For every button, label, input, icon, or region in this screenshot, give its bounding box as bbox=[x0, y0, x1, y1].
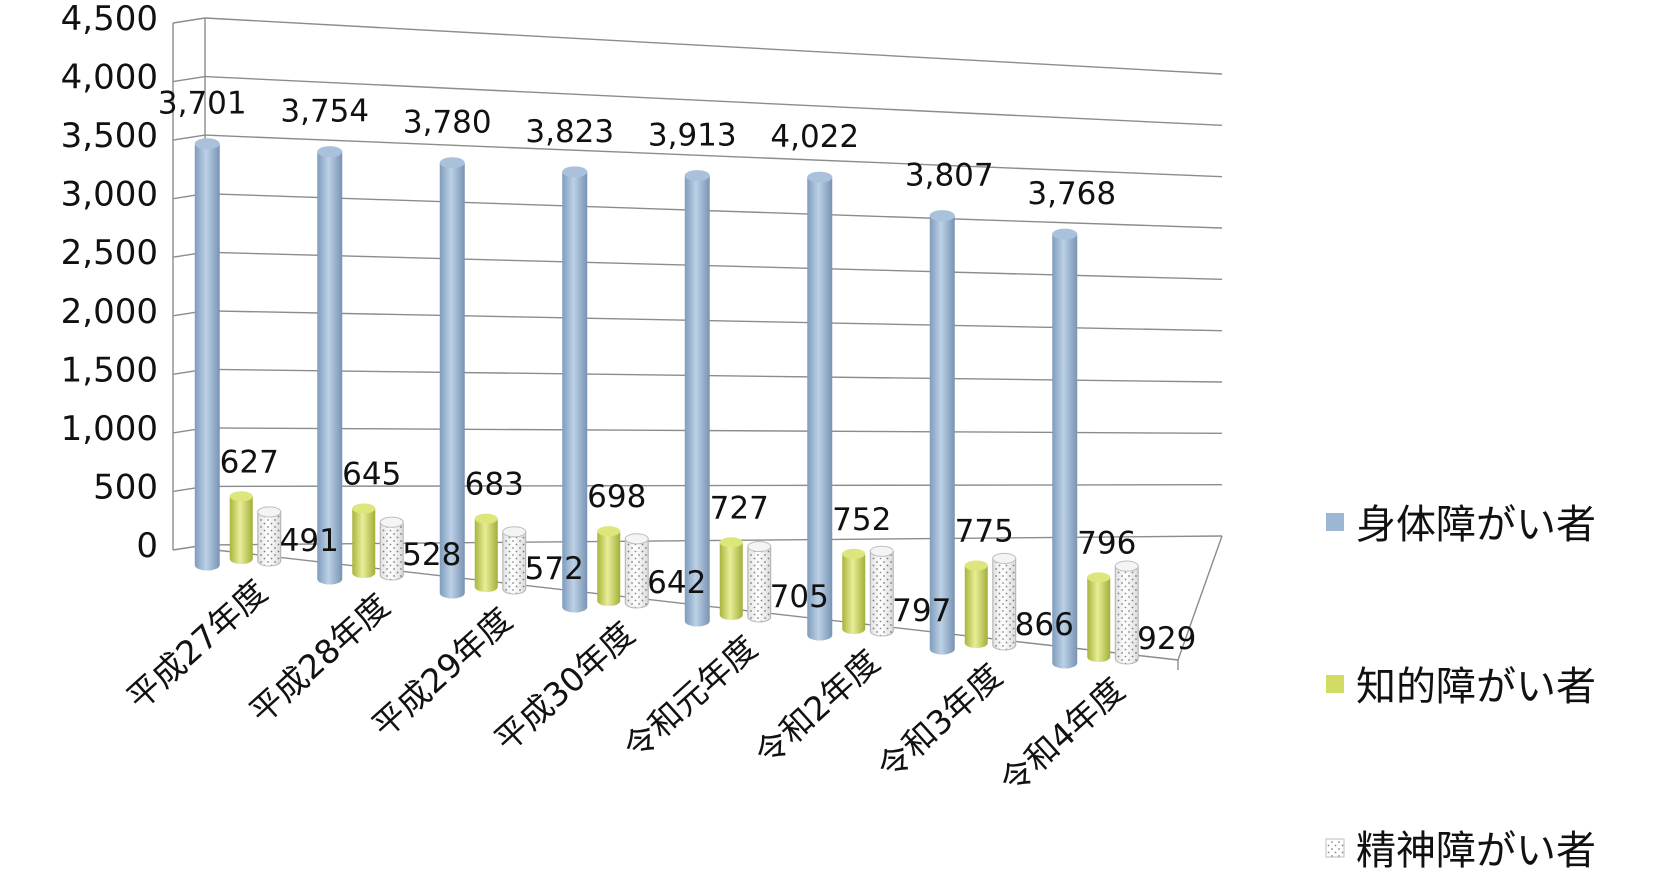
gridline bbox=[204, 17, 1223, 75]
x-category-label: 令和2年度 bbox=[747, 642, 887, 773]
legend-label: 知的障がい者 bbox=[1356, 664, 1596, 710]
bar-mental bbox=[257, 506, 282, 567]
x-category-label: 令和元年度 bbox=[616, 628, 765, 767]
bar-intellectual bbox=[229, 491, 253, 565]
data-label: 3,754 bbox=[280, 94, 369, 130]
y-tick-label: 4,500 bbox=[61, 0, 158, 39]
bar-physical bbox=[684, 170, 710, 627]
bar-intellectual bbox=[964, 560, 988, 649]
y-tick-label: 1,000 bbox=[61, 409, 158, 449]
bar-mental bbox=[869, 545, 894, 637]
data-label: 929 bbox=[1137, 621, 1196, 657]
data-label: 491 bbox=[280, 523, 339, 559]
bar-intellectual bbox=[842, 548, 866, 635]
floor-edge-right bbox=[1177, 535, 1223, 661]
bar-intellectual bbox=[474, 513, 498, 593]
bar-intellectual bbox=[1087, 572, 1111, 663]
data-label: 775 bbox=[955, 514, 1014, 550]
data-label: 797 bbox=[892, 593, 951, 629]
bar-mental bbox=[379, 516, 404, 581]
data-label: 3,807 bbox=[905, 158, 994, 194]
bar-mental bbox=[624, 533, 649, 609]
legend-label: 精神障がい者 bbox=[1356, 828, 1596, 874]
y-tick-label: 4,000 bbox=[61, 58, 158, 98]
data-label: 3,780 bbox=[403, 105, 492, 141]
bar-mental bbox=[502, 526, 527, 595]
data-label: 796 bbox=[1077, 525, 1136, 561]
bar-physical bbox=[194, 138, 220, 571]
data-label: 3,823 bbox=[525, 114, 614, 150]
y-tick-label: 3,000 bbox=[61, 175, 158, 215]
y-tick-label: 3,500 bbox=[61, 116, 158, 156]
data-label: 572 bbox=[525, 551, 584, 587]
side-wall-line bbox=[172, 75, 206, 83]
bar-mental bbox=[992, 552, 1017, 651]
bar-mental bbox=[747, 540, 772, 623]
gridline bbox=[204, 75, 1223, 127]
data-label: 645 bbox=[342, 457, 401, 493]
bar-physical bbox=[439, 157, 465, 599]
bar-mental bbox=[1114, 560, 1139, 665]
y-tick-label: 0 bbox=[136, 526, 158, 566]
x-category-label: 令和4年度 bbox=[992, 670, 1132, 801]
data-label: 866 bbox=[1015, 607, 1074, 643]
y-tick-label: 500 bbox=[93, 467, 158, 507]
legend-label: 身体障がい者 bbox=[1356, 502, 1596, 548]
data-label: 4,022 bbox=[770, 119, 859, 155]
data-label: 705 bbox=[770, 579, 829, 615]
data-label: 683 bbox=[465, 467, 524, 503]
data-label: 3,701 bbox=[158, 86, 247, 122]
data-label: 528 bbox=[402, 537, 461, 573]
y-tick-label: 2,000 bbox=[61, 292, 158, 332]
data-label: 642 bbox=[647, 565, 706, 601]
x-category-label: 令和3年度 bbox=[870, 656, 1010, 787]
bar-physical bbox=[807, 171, 833, 641]
bar-physical bbox=[929, 210, 955, 655]
side-wall-line bbox=[172, 17, 206, 24]
bar-intellectual bbox=[352, 503, 376, 579]
data-label: 3,913 bbox=[648, 118, 737, 154]
legend-swatch bbox=[1326, 513, 1344, 531]
bar-intellectual bbox=[719, 537, 743, 621]
data-label: 627 bbox=[220, 444, 279, 480]
data-label: 727 bbox=[710, 490, 769, 526]
data-label: 752 bbox=[832, 502, 891, 538]
gridline bbox=[204, 134, 1223, 178]
bar-intellectual bbox=[597, 526, 621, 607]
bar-physical bbox=[317, 146, 343, 585]
data-label: 698 bbox=[587, 479, 646, 515]
data-label: 3,768 bbox=[1027, 176, 1116, 212]
side-wall-line bbox=[172, 134, 206, 141]
gridline bbox=[204, 192, 1223, 229]
y-tick-label: 1,500 bbox=[61, 350, 158, 390]
legend-swatch bbox=[1326, 675, 1344, 693]
bar-physical bbox=[1052, 228, 1078, 669]
legend-swatch bbox=[1325, 838, 1345, 858]
y-tick-label: 2,500 bbox=[61, 233, 158, 273]
bar-physical bbox=[562, 166, 588, 613]
